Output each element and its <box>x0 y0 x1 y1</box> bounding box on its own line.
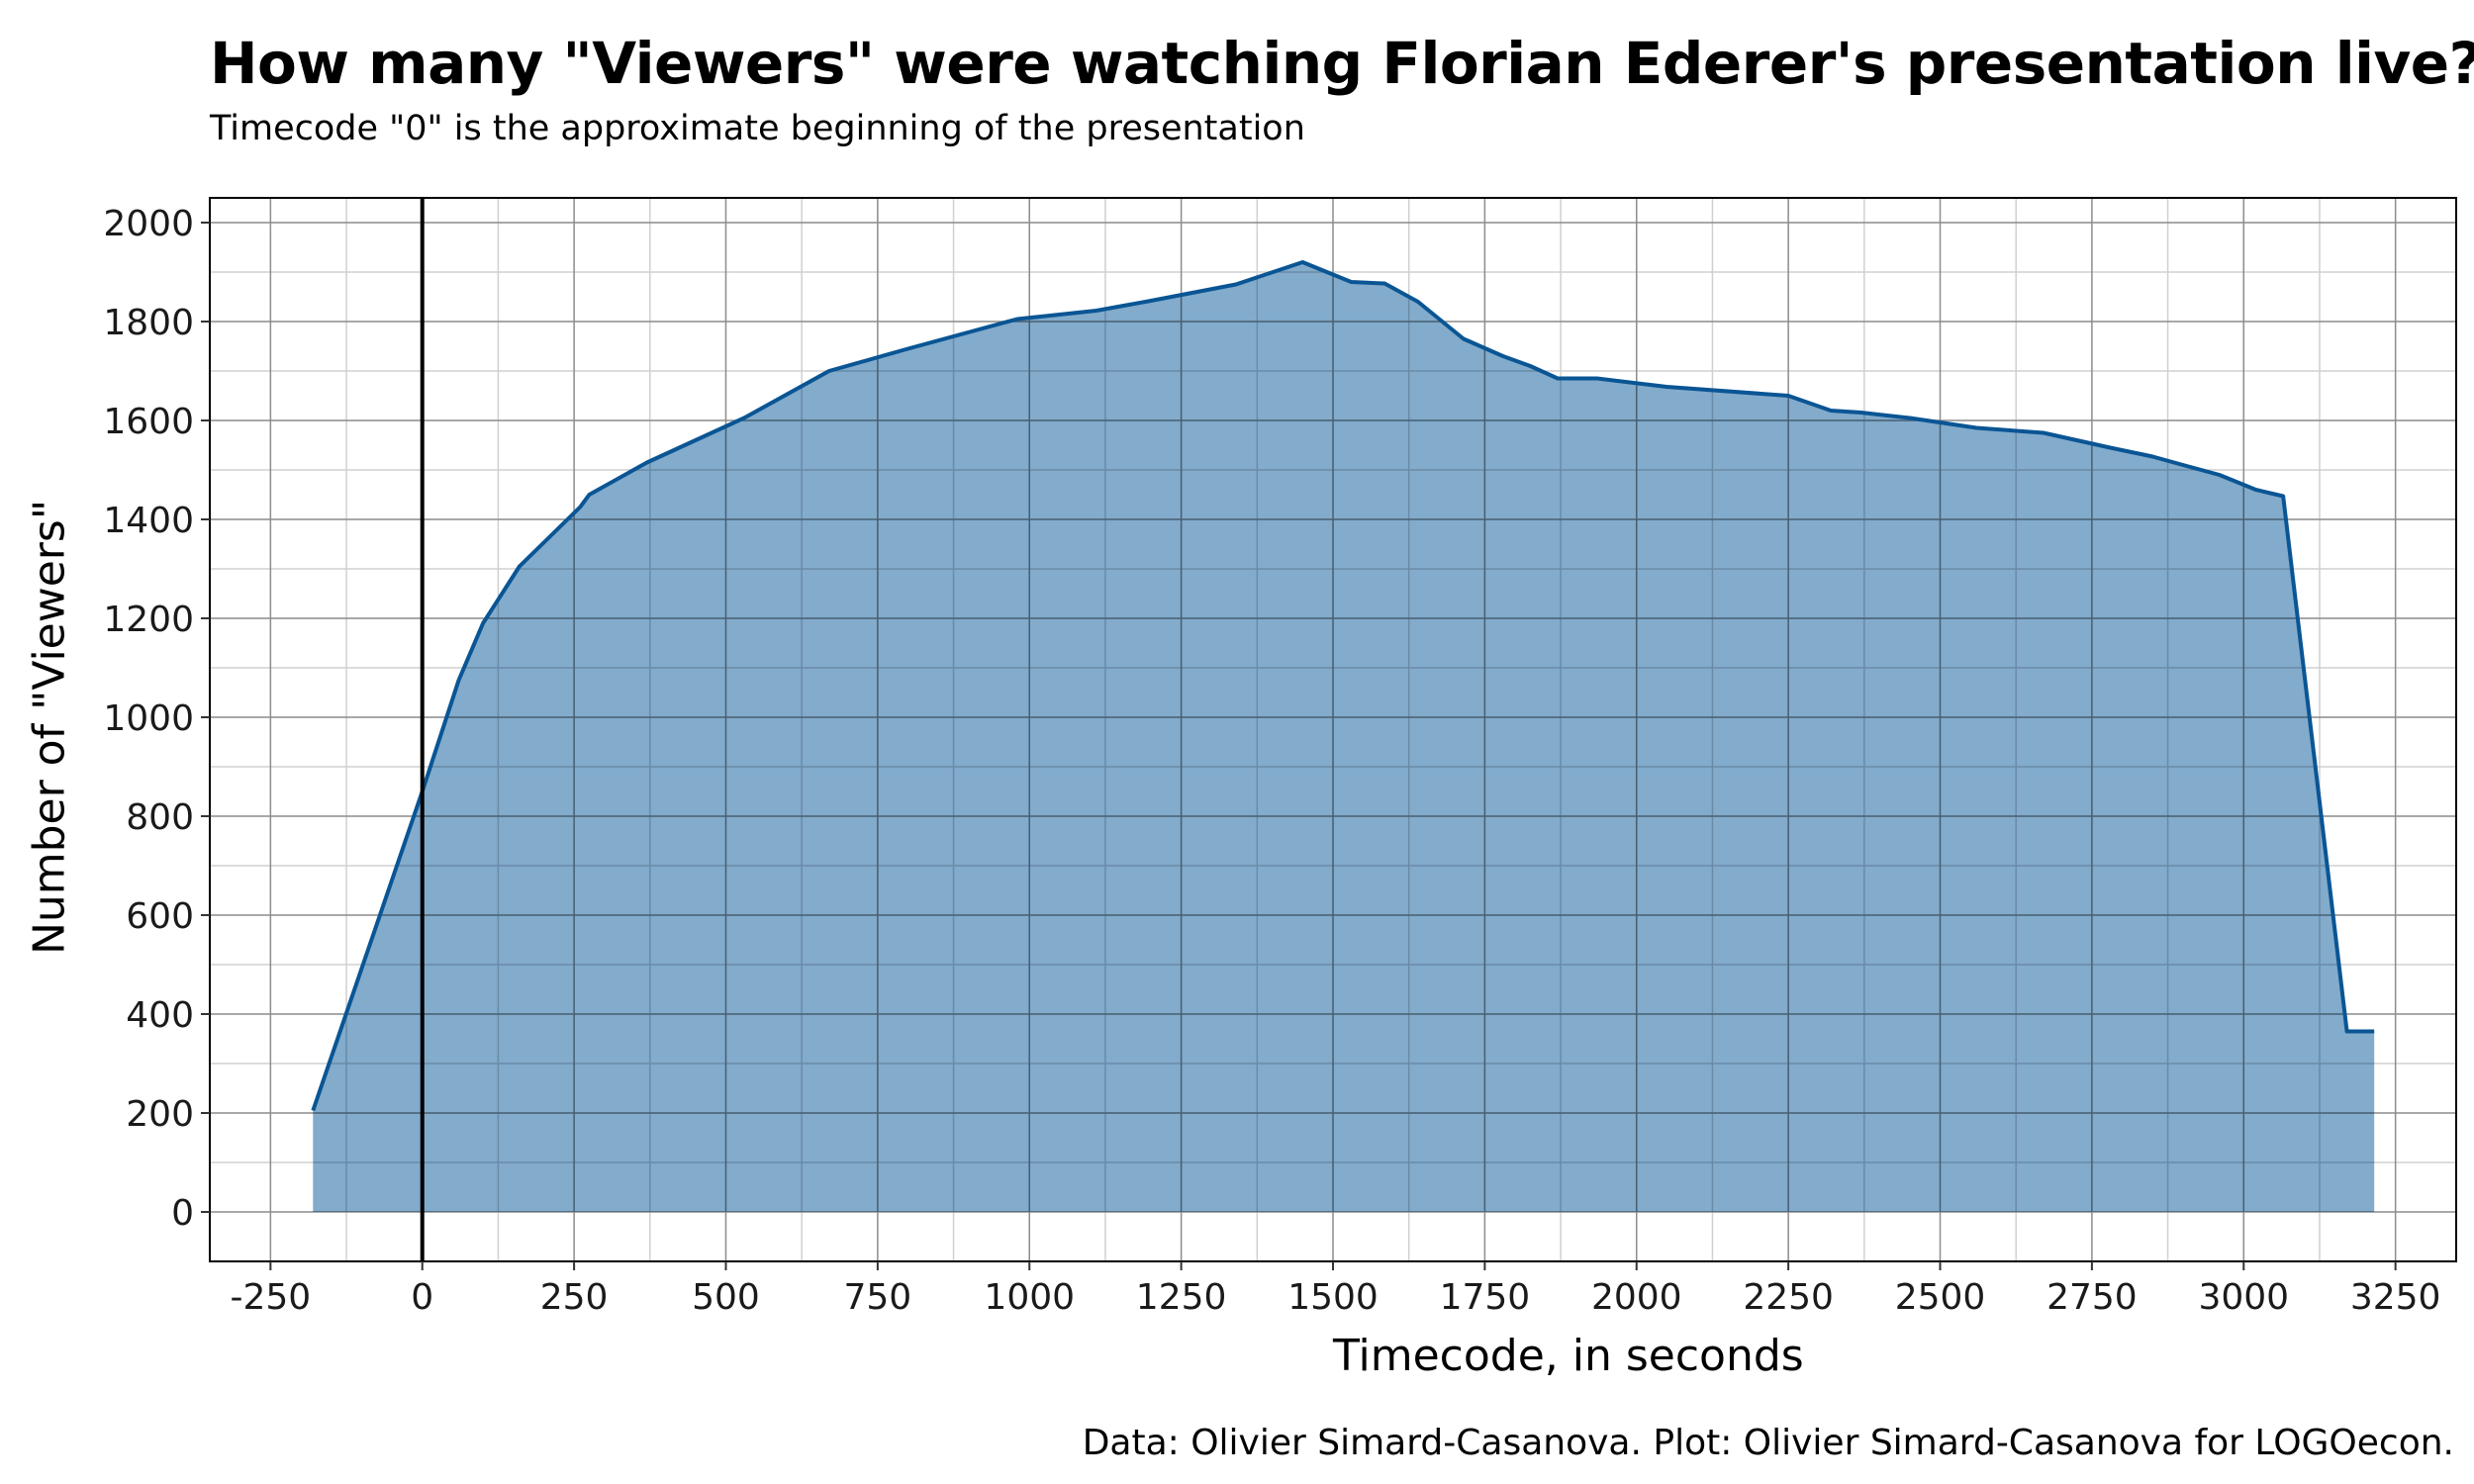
y-tick-label: 200 <box>126 1094 194 1135</box>
x-tick-label: 750 <box>844 1277 912 1318</box>
x-tick-label: 2000 <box>1591 1277 1682 1318</box>
viewers-area-fill <box>313 262 2375 1212</box>
y-tick-label: 1200 <box>103 600 194 640</box>
y-tick-label: 2000 <box>103 204 194 244</box>
x-tick-label: 500 <box>692 1277 760 1318</box>
x-tick-label: 250 <box>540 1277 609 1318</box>
y-tick-label: 1800 <box>103 303 194 343</box>
chart-caption: Data: Olivier Simard-Casanova. Plot: Oli… <box>1082 1423 2454 1463</box>
x-tick-label: 1000 <box>984 1277 1075 1318</box>
x-tick-label: 0 <box>411 1277 433 1318</box>
y-axis-label: Number of "Viewers" <box>24 499 75 956</box>
x-tick-label: -250 <box>230 1277 311 1318</box>
y-tick-label: 400 <box>126 995 194 1036</box>
x-tick-label: 3250 <box>2350 1277 2441 1318</box>
y-tick-label: 1600 <box>103 402 194 442</box>
x-tick-label: 2250 <box>1743 1277 1834 1318</box>
y-tick-label: 600 <box>126 896 194 937</box>
x-tick-label: 1500 <box>1287 1277 1379 1318</box>
chart-subtitle: Timecode "0" is the approximate beginnin… <box>210 109 1305 148</box>
x-tick-label: 1250 <box>1136 1277 1227 1318</box>
x-tick-label: 3000 <box>2198 1277 2289 1318</box>
viewers-line <box>311 260 2375 1112</box>
y-tick-labels: 0 200 400 600 800 1000 1200 1400 1600 1800 2000 <box>103 204 194 1234</box>
x-tick-labels: -250 0 250 500 750 1000 1250 1500 1750 2000 2250 25… <box>230 1277 2440 1318</box>
x-tick-label: 2500 <box>1895 1277 1986 1318</box>
chart-title: How many "Viewers" were watching Florian… <box>210 30 2474 97</box>
y-tick-label: 0 <box>171 1193 194 1234</box>
y-tick-label: 1400 <box>103 501 194 541</box>
y-tick-label: 800 <box>126 797 194 838</box>
axis-ticks <box>201 222 2397 1270</box>
y-tick-label: 1000 <box>103 698 194 739</box>
x-tick-label: 1750 <box>1440 1277 1531 1318</box>
x-tick-label: 2750 <box>2046 1277 2138 1318</box>
x-axis-label: Timecode, in seconds <box>1333 1331 1804 1381</box>
